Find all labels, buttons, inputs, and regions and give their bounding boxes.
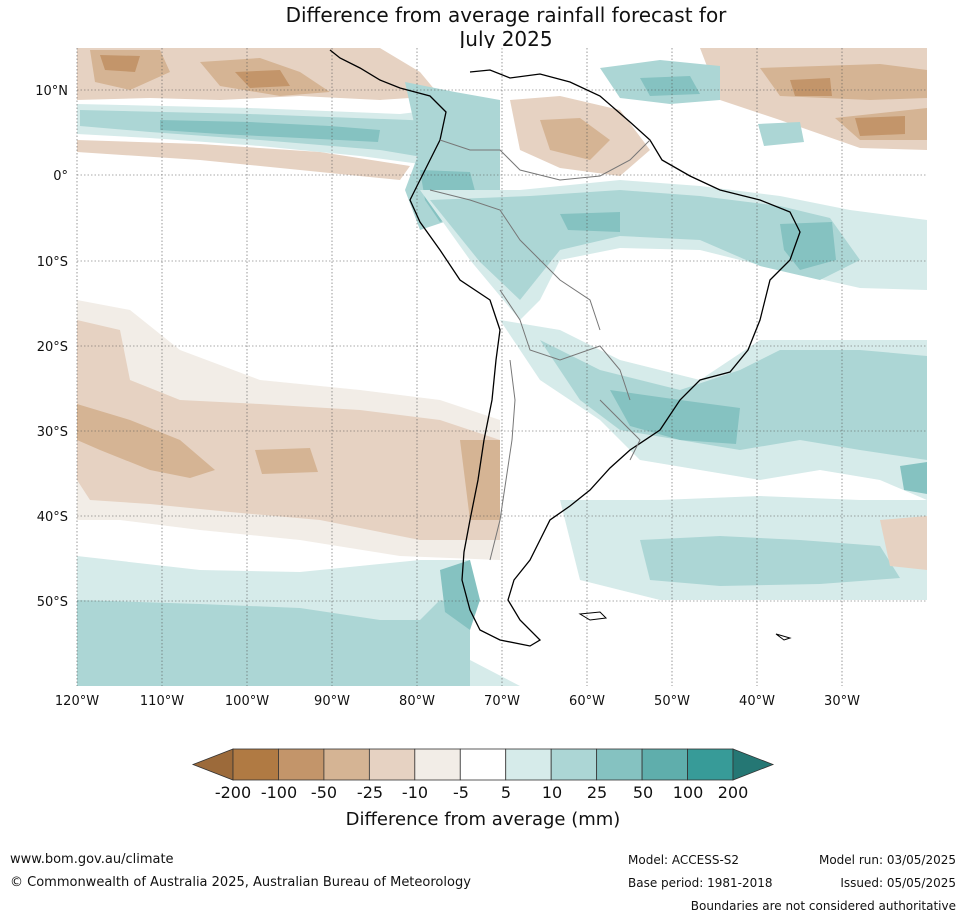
colorbar-title: Difference from average (mm): [346, 809, 621, 830]
falkland-islands: [578, 611, 608, 621]
wet-region-north-atlantic-core: [640, 76, 700, 96]
colorbar-tick-label: -25: [357, 783, 383, 802]
colorbar-swatch: [414, 748, 461, 781]
lat-label: 30°S: [37, 425, 68, 440]
website-link[interactable]: www.bom.gov.au/climate: [10, 852, 174, 867]
wet-band-itcz-core: [160, 120, 380, 142]
colorbar-swatch: [550, 748, 598, 781]
wet-region-amazon-core: [560, 212, 836, 270]
wet-region-southern-ocean-inner: [77, 600, 470, 686]
colorbar-arrow-high: [732, 748, 775, 781]
colorbar-tick-label: -10: [402, 783, 428, 802]
dry-region-northeast-peak: [790, 78, 905, 136]
lon-label: 100°W: [225, 694, 269, 709]
lon-label: 70°W: [484, 694, 520, 709]
longitude-labels: 120°W 110°W 100°W 90°W 80°W 70°W 60°W 50…: [55, 694, 860, 709]
colorbar-tick-label: -5: [453, 783, 469, 802]
colorbar-swatch: [505, 748, 552, 781]
dry-region-north-peak: [100, 55, 290, 88]
lon-label: 120°W: [55, 694, 99, 709]
lat-label: 10°N: [35, 84, 68, 99]
colorbar-tick-label: 10: [542, 783, 562, 802]
lat-label: 50°S: [37, 595, 68, 610]
wet-region-amazon-inner: [430, 190, 860, 300]
dry-region-guiana-core: [540, 118, 610, 160]
dry-region-south-pacific-inner: [77, 320, 500, 540]
colorbar-swatch: [687, 748, 734, 781]
colorbar-tick-label: 25: [587, 783, 607, 802]
colorbar-tick-label: -50: [311, 783, 337, 802]
colorbar-arrow-low: [191, 748, 234, 781]
colorbar-tick-label: -100: [261, 783, 297, 802]
latitude-labels: 10°N 0° 10°S 20°S 30°S 40°S 50°S: [35, 84, 68, 610]
colorbar-tick-label: 200: [718, 783, 749, 802]
lat-label: 20°S: [37, 340, 68, 355]
graticule: [76, 48, 927, 686]
lon-label: 90°W: [314, 694, 350, 709]
wet-region-south-atlantic-core: [610, 390, 927, 494]
wet-region-south-atlantic-inner: [540, 340, 927, 460]
base-period: Base period: 1981-2018: [628, 876, 773, 890]
colorbar-swatch: [278, 748, 325, 781]
wet-region-midlat-atlantic-inner: [640, 536, 900, 586]
colorbar-tick-label: -200: [215, 783, 251, 802]
map-title: Difference from average rainfall forecas…: [0, 3, 965, 51]
colorbar-swatch: [368, 748, 416, 781]
lon-label: 40°W: [739, 694, 775, 709]
colorbar: [191, 748, 775, 781]
map-title-line1: Difference from average rainfall forecas…: [285, 3, 727, 27]
anomaly-field: [77, 48, 927, 686]
south-america-coastline: [329, 49, 801, 647]
boundaries-disclaimer: Boundaries are not considered authoritat…: [690, 899, 956, 913]
copyright-notice: © Commonwealth of Australia 2025, Austra…: [10, 875, 471, 890]
colorbar-tick-labels: -200 -100 -50 -25 -10 -5 5 10 25 50 100 …: [215, 783, 748, 802]
model-name: Model: ACCESS-S2: [628, 853, 740, 867]
lat-label: 0°: [53, 169, 68, 184]
colorbar-tick-label: 5: [501, 783, 511, 802]
colorbar-tick-label: 100: [673, 783, 704, 802]
lat-label: 40°S: [37, 510, 68, 525]
lon-label: 110°W: [140, 694, 184, 709]
dry-strip-equator: [77, 140, 410, 180]
colorbar-swatch: [323, 748, 370, 781]
country-borders: [429, 139, 651, 561]
lon-label: 60°W: [569, 694, 605, 709]
wet-region-far-atlantic: [880, 516, 927, 570]
lon-label: 50°W: [654, 694, 690, 709]
issued-date: Issued: 05/05/2025: [840, 876, 956, 890]
map-title-line2: July 2025: [459, 27, 553, 51]
lon-label: 80°W: [399, 694, 435, 709]
model-run-date: Model run: 03/05/2025: [818, 853, 956, 867]
colorbar-swatch: [641, 748, 688, 781]
dry-region-south-pacific-core: [77, 404, 500, 520]
south-georgia: [775, 633, 792, 641]
colorbar-swatch: [459, 748, 507, 781]
colorbar-tick-label: 50: [633, 783, 653, 802]
lon-label: 30°W: [824, 694, 860, 709]
wet-region-atlantic-small: [758, 122, 804, 146]
lat-label: 10°S: [37, 255, 68, 270]
wet-region-patagonia: [440, 560, 480, 630]
colorbar-swatch: [232, 748, 279, 781]
colorbar-swatch: [596, 748, 643, 781]
